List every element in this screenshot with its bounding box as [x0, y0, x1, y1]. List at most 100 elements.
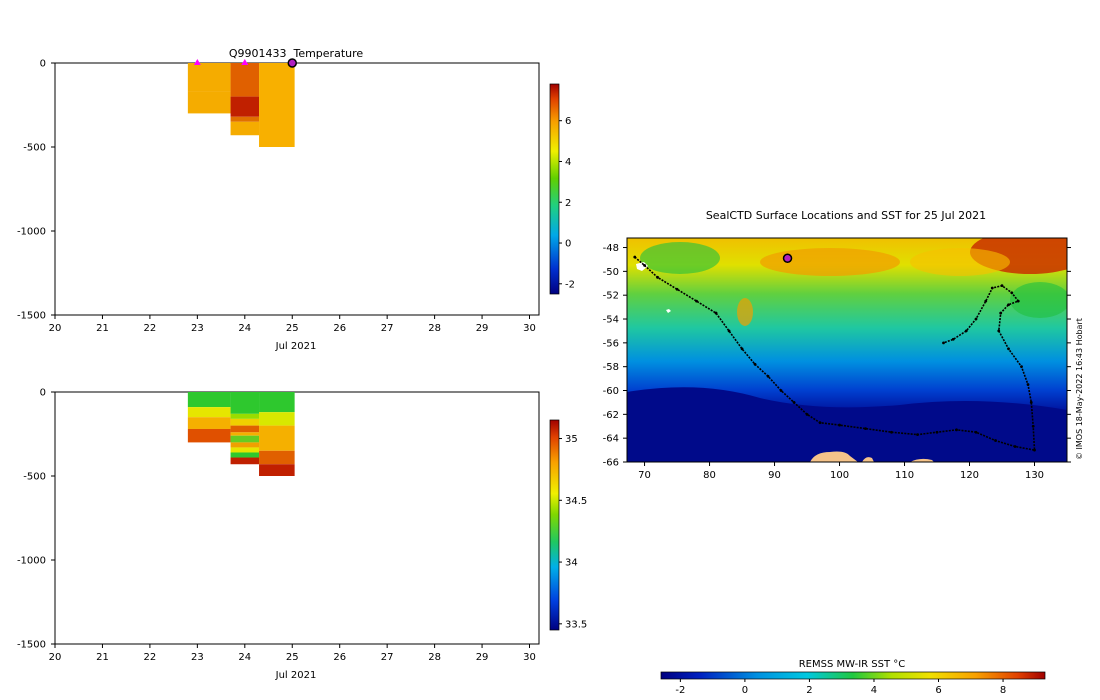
seal-track [633, 253, 1036, 452]
track-point-16 [890, 430, 893, 434]
track-point-32 [1016, 299, 1020, 303]
sst-colorbar-tick-label: 8 [1000, 685, 1006, 696]
sst-colorbar-label: REMSS MW-IR SST °C [799, 659, 906, 670]
profile-2-layer-0 [259, 63, 295, 147]
x-tick-label: 30 [523, 323, 536, 334]
sst-colorbar-tick-label: 0 [742, 685, 748, 696]
profile-1-layer-5 [230, 435, 260, 443]
track-point-12 [805, 412, 809, 416]
track-point-35 [990, 286, 994, 290]
track-point-39 [951, 337, 955, 341]
track-point-13 [818, 421, 822, 425]
salinity-x-label: Jul 2021 [275, 670, 317, 681]
x-tick-label: 27 [381, 652, 394, 663]
x-tick-label: 24 [238, 323, 251, 334]
profile-1-layer-8 [230, 452, 260, 458]
sst-colorbar-ticks: -2 0 2 4 6 8 [675, 679, 1006, 696]
temperature-markers [193, 58, 298, 68]
profile-1-layer-9 [230, 457, 260, 465]
temperature-colorbar-ticks: 6 4 2 0 -2 [559, 116, 575, 290]
colorbar-tick-label: -2 [565, 279, 575, 290]
track-point-22 [1013, 445, 1017, 448]
sst-map-panel: SealCTD Surface Locations and SST for 25… [603, 209, 1084, 696]
x-tick-label: 20 [49, 323, 62, 334]
current-location-marker [782, 253, 793, 264]
track-point-25 [1029, 401, 1033, 404]
profile-1-layer-7 [230, 447, 260, 453]
x-tick-label: 28 [428, 323, 441, 334]
lat-tick-label: -54 [603, 315, 619, 326]
lat-tick-label: -64 [603, 434, 619, 445]
profile-1-layer-0 [230, 63, 260, 97]
track-point-17 [916, 433, 919, 436]
x-tick-label: 27 [381, 323, 394, 334]
track-point-23 [1033, 448, 1036, 452]
temperature-profiles [187, 63, 295, 147]
track-point-5 [714, 311, 718, 315]
track-point-6 [727, 329, 731, 333]
x-tick-label: 23 [191, 323, 204, 334]
lon-tick-label: 120 [960, 470, 979, 481]
profile-2-layer-4 [259, 464, 295, 476]
lat-tick-label: -52 [603, 291, 619, 302]
profile-0-layer-2 [187, 417, 231, 429]
x-tick-label: 29 [476, 323, 489, 334]
profile-0-layer-1 [187, 91, 231, 114]
x-tick-label: 30 [523, 652, 536, 663]
profile-2-layer-0 [259, 392, 295, 413]
lat-tick-label: -58 [603, 362, 619, 373]
temperature-panel-title: Q9901433 Temperature [229, 47, 364, 60]
track-point-0 [633, 255, 637, 259]
lat-tick-label: -66 [603, 458, 619, 469]
track-point-30 [999, 311, 1003, 315]
sst-colorbar-tick-label: -2 [675, 685, 685, 696]
salinity-section-panel: 20 21 22 23 24 25 26 27 28 29 30 0 -500 -1000 -1500 J… [17, 388, 587, 682]
y-tick-label: 0 [40, 59, 46, 70]
profile-1-layer-0 [230, 392, 260, 414]
sst-field [627, 238, 1067, 462]
profile-1-layer-6 [230, 442, 260, 448]
x-tick-label: 22 [144, 323, 157, 334]
temperature-x-axis: 20 21 22 23 24 25 26 27 28 29 30 [49, 315, 536, 334]
lat-tick-label: -60 [603, 386, 619, 397]
profile-1-layer-4 [230, 432, 260, 436]
profile-marker-0 [193, 59, 201, 65]
salinity-colorbar [549, 419, 560, 631]
sst-map-title: SealCTD Surface Locations and SST for 25… [706, 209, 986, 222]
y-tick-label: -1000 [17, 227, 46, 238]
lat-tick-label: -56 [603, 338, 619, 349]
x-tick-label: 21 [96, 652, 109, 663]
track-point-15 [864, 427, 867, 431]
x-tick-label: 20 [49, 652, 62, 663]
profile-2-layer-2 [259, 425, 295, 451]
y-tick-label: -500 [23, 143, 46, 154]
x-tick-label: 26 [333, 652, 346, 663]
imos-credit: © IMOS 18-May-2022 16:43 Hobart [1075, 318, 1084, 460]
track-point-11 [792, 401, 796, 404]
colorbar-tick-label: 33.5 [565, 619, 587, 630]
colorbar-tick-label: 4 [565, 157, 571, 168]
temperature-colorbar [549, 83, 560, 295]
x-tick-label: 29 [476, 652, 489, 663]
x-tick-label: 25 [286, 652, 299, 663]
track-point-26 [1026, 383, 1030, 386]
track-point-9 [766, 374, 770, 378]
profile-marker-1 [241, 59, 249, 65]
temperature-x-label: Jul 2021 [275, 341, 317, 352]
profile-1-layer-2 [230, 116, 260, 122]
track-point-24 [1031, 424, 1035, 428]
track-point-27 [1020, 365, 1023, 369]
profile-0-layer-1 [187, 407, 231, 418]
y-tick-label: -1000 [17, 556, 46, 567]
y-tick-label: -500 [23, 472, 46, 483]
sst-colorbar-tick-label: 4 [871, 685, 877, 696]
track-point-18 [935, 430, 939, 434]
track-point-34 [1000, 284, 1004, 288]
colorbar-tick-label: 6 [565, 116, 571, 127]
profile-1-layer-1 [230, 413, 260, 419]
track-point-28 [1007, 347, 1010, 351]
sst-map-lon-axis: 70 80 90 100 110 120 130 [638, 462, 1044, 481]
salinity-profiles [187, 392, 295, 476]
temperature-section-panel: Q9901433 Temperature 20 21 22 23 24 25 26 27 28 2… [17, 47, 575, 352]
